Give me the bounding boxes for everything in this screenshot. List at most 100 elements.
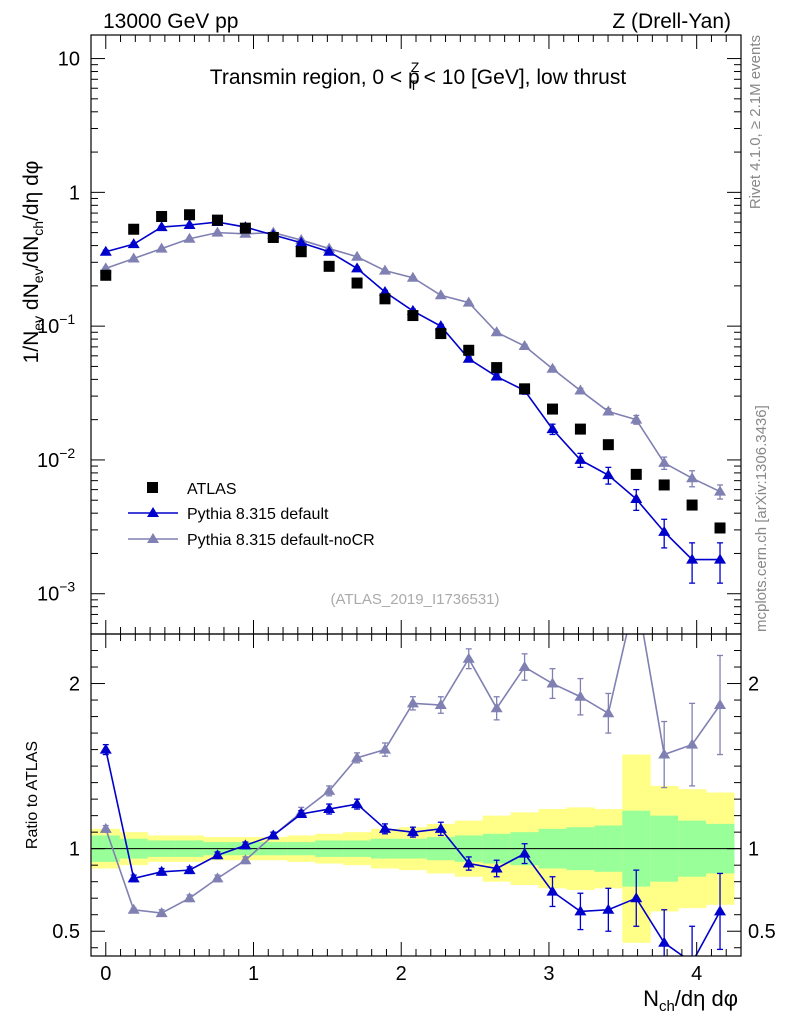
top-default-point (686, 553, 699, 564)
top-default-point (351, 262, 364, 273)
top-nocr-point (686, 472, 699, 483)
top-nocr-point (211, 226, 224, 237)
top-atlas-point (128, 223, 140, 235)
top-nocr-point (714, 485, 727, 496)
ratio-default-point (658, 936, 671, 947)
legend-atlas-marker (147, 482, 158, 493)
legend-nocr-marker (147, 533, 159, 543)
top-atlas-point (547, 403, 558, 415)
top-nocr-point (658, 456, 671, 467)
top-atlas-point (211, 214, 223, 226)
ratio-default-point (378, 822, 391, 833)
top-nocr-point (155, 242, 168, 253)
top-atlas-point (239, 222, 251, 234)
top-nocr-point (546, 362, 559, 373)
ratio-default-point (546, 885, 559, 896)
top-nocr-point (574, 384, 587, 395)
top-ytick-label: 10−1 (37, 311, 75, 338)
top-atlas-point (156, 210, 168, 222)
top-atlas-point (463, 344, 475, 356)
top-atlas-point (407, 310, 419, 322)
top-nocr-point (630, 413, 643, 424)
top-default-point (462, 352, 475, 363)
x-tick-label: 4 (691, 963, 702, 985)
ratio-ytick-label-left: 1 (69, 839, 80, 861)
top-atlas-point (100, 269, 112, 281)
top-atlas-point (491, 362, 503, 374)
top-nocr-point (434, 289, 447, 300)
ratio-default-point (239, 839, 252, 850)
top-ytick-label: 10−3 (37, 579, 75, 606)
top-atlas-point (658, 479, 670, 491)
x-axis-label: Nch/dη dφ (643, 986, 738, 1015)
top-default-point (630, 493, 643, 504)
top-default-point (602, 469, 615, 480)
ratio-nocr-point (462, 652, 475, 663)
ratio-default-point (267, 829, 280, 840)
ratio-default-point (351, 798, 364, 809)
ratio-nocr-point (183, 892, 196, 903)
analysis-watermark: (ATLAS_2019_I1736531) (330, 591, 499, 608)
rivet-label: Rivet 4.1.0, ≥ 2.1M events (747, 35, 764, 209)
top-atlas-point (714, 522, 726, 534)
top-ylabel: 1/Nev dNev/dNch/dη dφ (20, 161, 46, 364)
top-default-point (295, 236, 308, 247)
ratio-default-point (714, 905, 727, 916)
title-sub: T (409, 77, 418, 93)
ratio-ytick-label-left: 2 (69, 674, 80, 696)
x-tick-label: 3 (543, 963, 554, 985)
ratio-nocr-point (99, 822, 112, 833)
top-atlas-point (435, 328, 447, 340)
top-atlas-point (574, 423, 586, 435)
main-plot-layer (99, 209, 727, 584)
top-atlas-point (351, 277, 363, 289)
top-atlas-point (184, 209, 196, 221)
ratio-nocr-point (490, 702, 503, 713)
legend-default-label: Pythia 8.315 default (187, 506, 329, 523)
top-default-point (99, 245, 112, 256)
axes-layer: 10 1 10−1 10−2 10−3 0 1 2 3 4 0.5 0.5 1 1 2 2 (37, 34, 776, 985)
ratio-default-point (99, 743, 112, 754)
ratio-default-point (630, 892, 643, 903)
ratio-nocr-point (630, 587, 642, 597)
legend-nocr-label: Pythia 8.315 default-noCR (187, 532, 375, 549)
ratio-nocr-point (351, 751, 364, 762)
top-nocr-point (378, 264, 391, 275)
top-default-point (127, 238, 140, 249)
ratio-ytick-label-right: 0.5 (748, 921, 776, 943)
ratio-default-point (406, 826, 419, 837)
top-default-point (546, 423, 559, 434)
ratio-default-point (323, 803, 336, 814)
top-default-point (658, 525, 671, 536)
top-atlas-point (630, 468, 642, 480)
top-nocr-point (351, 250, 364, 261)
ratio-nocr-point (686, 738, 699, 749)
ratio-nocr-point (211, 872, 224, 883)
ratio-default-point (490, 862, 503, 873)
top-default-point (323, 245, 336, 256)
ratio-ytick-label-left: 0.5 (52, 921, 80, 943)
top-atlas-point (519, 383, 531, 395)
ratio-nocr-point (406, 697, 419, 708)
ratio-default-point (462, 857, 475, 868)
top-nocr-point (490, 326, 503, 337)
ratio-nocr-point (546, 677, 559, 688)
ratio-nocr-point (714, 699, 727, 710)
top-default-point (574, 453, 587, 464)
x-tick-label: 0 (100, 963, 111, 985)
ratio-nocr-point (378, 743, 391, 754)
ratio-nocr-point (239, 854, 252, 865)
top-nocr-point (602, 405, 615, 416)
ratio-default-point (183, 864, 196, 875)
ratio-plot-layer (99, 587, 727, 956)
header-left: 13000 GeV pp (103, 10, 238, 33)
ratio-nocr-point (155, 907, 168, 918)
ratio-default-point (574, 905, 587, 916)
ratio-nocr-point (434, 699, 447, 710)
ratio-default-point (602, 903, 615, 914)
top-nocr-point (127, 252, 140, 263)
top-nocr-point (406, 271, 419, 282)
x-tick-label: 2 (396, 963, 407, 985)
ratio-default-point (211, 849, 224, 860)
